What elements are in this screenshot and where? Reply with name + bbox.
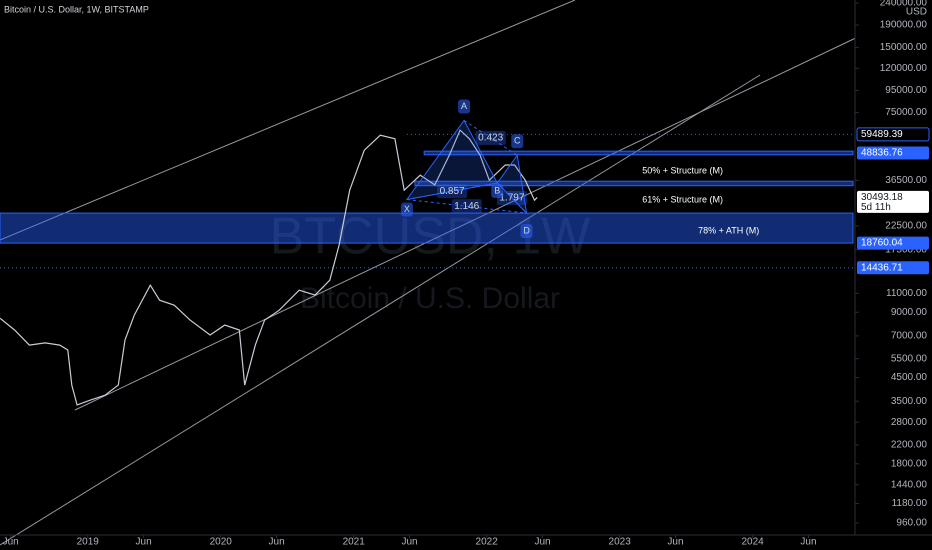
zone-label: 50% + Structure (M) [642,165,723,175]
pattern-point-label: B [494,185,500,195]
price-label: 14436.71 [861,262,903,273]
channel-line [0,0,576,241]
watermark: BTCUSD, 1W [270,208,591,266]
pattern-triangle [405,119,499,201]
price-label-box [856,127,930,142]
ratio-label: 0.857 [440,186,465,197]
price-label-box [857,236,929,250]
pattern-point-label: X [404,204,410,214]
pattern-point-box [520,224,533,239]
y-tick-label: 17500.00 [885,244,927,255]
chart-title: Bitcoin / U.S. Dollar, 1W, BITSTAMP [4,4,149,14]
currency: USD [906,7,927,18]
y-tick-label: 11000.00 [886,288,927,299]
price-label-box [857,190,929,213]
y-tick-label: 9000.00 [891,307,928,318]
pattern-point-box [400,202,413,217]
channel-line [74,34,863,411]
price-label-box [857,146,929,160]
x-tick-label: Jun [401,537,417,548]
y-tick-label: 190000.00 [880,20,928,31]
zone [414,180,854,187]
y-tick-label: 240000.00 [880,0,928,9]
y-tick-label: 22500.00 [885,221,927,232]
ratio-box [437,184,468,199]
y-tick-label: 150000.00 [880,42,928,53]
pattern-point-box [511,134,524,149]
channel-line [0,74,761,546]
watermark-subtitle: Bitcoin / U.S. Dollar [300,282,560,315]
x-tick-label: Jun [3,537,19,548]
ratio-label: 1.146 [454,201,479,212]
y-tick-label: 5500.00 [891,353,928,364]
price-axis [855,0,932,550]
pattern-point-label: C [514,136,521,146]
zone-label: 61% + Structure (M) [642,195,723,205]
price-label-box [857,261,929,275]
x-tick-label: Jun [534,537,550,548]
price-line [0,129,538,406]
y-tick-label: 75000.00 [885,107,927,118]
ratio-line [406,199,527,214]
price-label: 59489.39 [861,129,903,140]
x-tick-label: 2023 [609,537,632,548]
x-tick-label: Jun [269,537,285,548]
ratio-box [475,130,506,145]
y-tick-label: 95000.00 [885,85,927,96]
price-label: 48836.76 [861,148,903,159]
y-tick-label: 960.00 [896,518,927,529]
pattern-point-label: D [523,225,530,235]
x-tick-label: 2024 [741,537,764,548]
pattern-point-box [458,99,471,114]
zone-label: 78% + ATH (M) [698,226,759,236]
price-label: 30493.18 [861,192,903,203]
y-tick-label: 7000.00 [891,331,928,342]
pattern-point-label: A [461,101,467,111]
ratio-label: 0.423 [478,132,503,143]
x-tick-label: 2020 [210,537,233,548]
ratio-line [463,120,518,156]
x-tick-label: 2019 [77,537,100,548]
x-tick-label: Jun [800,537,816,548]
y-tick-label: 2200.00 [891,440,928,451]
y-tick-label: 3500.00 [891,396,928,407]
y-tick-label: 1180.00 [892,498,928,509]
ratio-box [496,191,527,206]
x-tick-label: 2021 [343,537,366,548]
countdown: 5d 11h [861,202,891,213]
zone [0,212,854,244]
y-tick-label: 36500.00 [885,175,927,186]
x-tick-label: Jun [136,537,152,548]
y-tick-label: 120000.00 [880,63,928,74]
price-label: 18760.04 [861,238,903,249]
zone [423,150,854,156]
ratio-label: 1.797 [499,193,524,204]
x-tick-label: 2022 [476,537,499,548]
pattern-point-box [491,184,504,199]
x-tick-label: Jun [667,537,683,548]
ratio-box [451,199,482,214]
y-tick-label: 2800.00 [891,417,928,428]
y-tick-label: 1440.00 [891,479,928,490]
y-tick-label: 1800.00 [891,458,928,469]
y-tick-label: 4500.00 [891,372,928,383]
